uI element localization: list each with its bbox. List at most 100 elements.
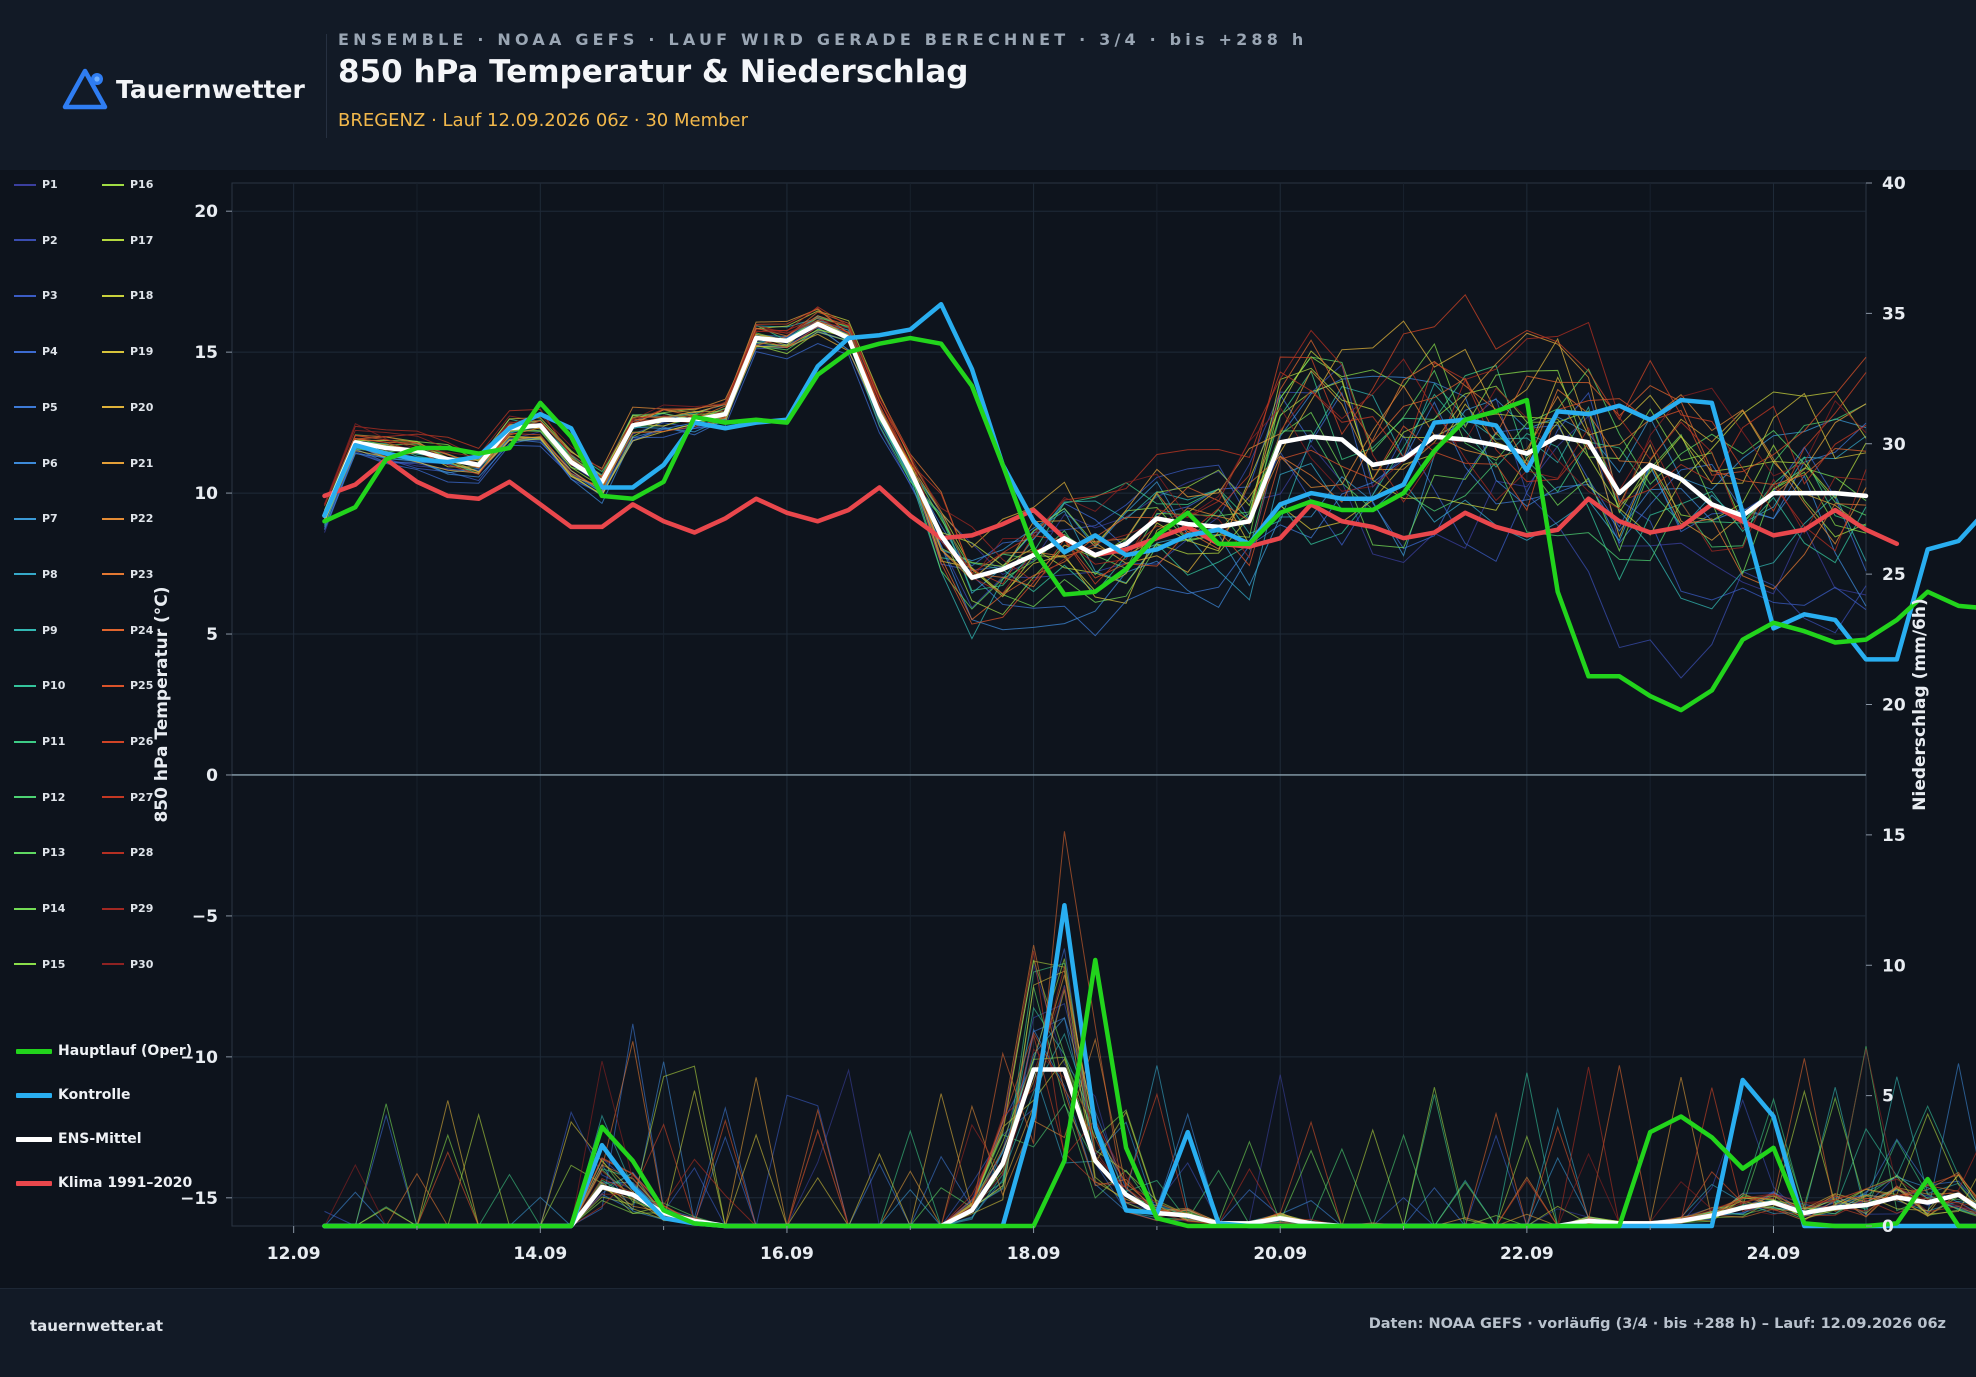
legend-item-p28[interactable]: P28: [102, 846, 153, 859]
legend-item-p11[interactable]: P11: [14, 735, 65, 748]
legend-swatch: [14, 294, 36, 297]
legend-item-p5[interactable]: P5: [14, 401, 58, 414]
mean-precipitation-line: [322, 1067, 1976, 1229]
y-tick-label: −10: [180, 1048, 218, 1068]
member-precip-p29: [324, 985, 1976, 1227]
legend-swatch: [16, 1180, 52, 1186]
legend-item-control[interactable]: Kontrolle: [16, 1087, 131, 1103]
legend-item-p25[interactable]: P25: [102, 679, 153, 692]
y-tick-label: −15: [180, 1189, 218, 1209]
site-link[interactable]: tauernwetter.at: [30, 1317, 164, 1335]
legend-label: P17: [130, 233, 154, 247]
legend-item-p27[interactable]: P27: [102, 791, 153, 804]
legend-label: P10: [42, 679, 66, 693]
legend-item-p18[interactable]: P18: [102, 289, 153, 302]
legend-label: P12: [42, 790, 66, 804]
legend-label: P2: [42, 233, 58, 247]
y2-tick-label: 20: [1882, 696, 1906, 716]
legend-swatch: [102, 573, 124, 576]
member-precip-p30: [324, 1048, 1976, 1227]
legend-swatch: [14, 629, 36, 632]
legend-swatch: [102, 183, 124, 186]
y-tick-label: 15: [194, 343, 218, 363]
legend-swatch: [102, 629, 124, 632]
legend-item-p2[interactable]: P2: [14, 234, 58, 247]
legend-item-p12[interactable]: P12: [14, 791, 65, 804]
legend-swatch: [14, 183, 36, 186]
x-tick-label: 18.09: [1007, 1244, 1061, 1264]
legend-item-p30[interactable]: P30: [102, 958, 153, 971]
member-precip-p2: [324, 1003, 1976, 1227]
legend-item-p19[interactable]: P19: [102, 345, 153, 358]
legend-label: P24: [130, 623, 154, 637]
oper-temperature-line: [322, 335, 1976, 713]
member-precip-p22: [324, 1037, 1976, 1227]
x-tick-label: 12.09: [267, 1244, 321, 1264]
legend-item-p9[interactable]: P9: [14, 624, 58, 637]
legend-item-p26[interactable]: P26: [102, 735, 153, 748]
member-line-p20: [324, 320, 1867, 573]
legend-item-p22[interactable]: P22: [102, 512, 153, 525]
legend-label: P11: [42, 735, 66, 748]
legend-item-p24[interactable]: P24: [102, 624, 153, 637]
legend-label: P14: [42, 902, 66, 916]
legend-item-p23[interactable]: P23: [102, 568, 153, 581]
legend-item-p14[interactable]: P14: [14, 902, 65, 915]
legend-item-p1[interactable]: P1: [14, 178, 58, 191]
y2-tick-label: 0: [1882, 1217, 1894, 1237]
legend-swatch: [102, 517, 124, 520]
legend-swatch: [16, 1048, 52, 1054]
legend-label: ENS-Mittel: [58, 1131, 142, 1147]
y-tick-label: −5: [192, 907, 218, 927]
y2-tick-label: 35: [1882, 304, 1906, 324]
legend-item-p15[interactable]: P15: [14, 958, 65, 971]
legend-item-p4[interactable]: P4: [14, 345, 58, 358]
legend-label: P3: [42, 289, 58, 303]
legend-label: P27: [130, 790, 154, 804]
legend-item-p17[interactable]: P17: [102, 234, 153, 247]
brand-logo[interactable]: Tauernwetter: [60, 66, 305, 112]
legend-item-p3[interactable]: P3: [14, 289, 58, 302]
header: Tauernwetter ENSEMBLE · NOAA GEFS · LAUF…: [0, 0, 1976, 170]
legend-item-p10[interactable]: P10: [14, 679, 65, 692]
legend-item-oper[interactable]: Hauptlauf (Oper): [16, 1043, 192, 1059]
legend-item-p8[interactable]: P8: [14, 568, 58, 581]
legend-swatch: [102, 796, 124, 799]
member-line-p21: [324, 308, 1867, 578]
legend-item-p21[interactable]: P21: [102, 457, 153, 470]
member-line-p25: [324, 326, 1867, 625]
climate-temperature-line: [322, 457, 1900, 558]
data-credit: Daten: NOAA GEFS · vorläufig (3/4 · bis …: [1368, 1316, 1946, 1332]
legend-swatch: [102, 684, 124, 687]
y2-tick-label: 25: [1882, 565, 1906, 585]
legend-swatch: [14, 796, 36, 799]
legend-label: P25: [130, 679, 154, 693]
legend-item-p20[interactable]: P20: [102, 401, 153, 414]
legend-swatch: [14, 406, 36, 409]
legend-swatch: [14, 963, 36, 966]
legend-swatch: [14, 740, 36, 743]
legend-label: P13: [42, 846, 66, 860]
x-tick-label: 24.09: [1747, 1244, 1801, 1264]
member-line-p29: [324, 321, 1867, 582]
legend-item-p16[interactable]: P16: [102, 178, 153, 191]
legend-item-p29[interactable]: P29: [102, 902, 153, 915]
mean-temperature-line: [322, 321, 1869, 580]
legend-label: P18: [130, 289, 154, 303]
ensemble-chart: 20 15 10 5 0 −5 −10 −15 40 35 30 25 20 15 10 5 0 12.09 14.…: [152, 174, 1976, 1264]
legend-item-climate[interactable]: Klima 1991–2020: [16, 1175, 192, 1191]
legend-item-p7[interactable]: P7: [14, 512, 58, 525]
legend-item-p6[interactable]: P6: [14, 457, 58, 470]
legend-swatch: [102, 239, 124, 242]
y2-tick-label: 15: [1882, 826, 1906, 846]
legend-label: P16: [130, 178, 154, 191]
legend-swatch: [16, 1092, 52, 1098]
legend-item-mean[interactable]: ENS-Mittel: [16, 1131, 142, 1147]
legend-swatch: [102, 907, 124, 910]
control-temperature-line: [322, 301, 1976, 662]
legend-swatch: [14, 851, 36, 854]
legend-item-p13[interactable]: P13: [14, 846, 65, 859]
triangle-logo-icon: [62, 68, 108, 110]
legend-label: P19: [130, 345, 154, 359]
x-tick-label: 22.09: [1500, 1244, 1554, 1264]
